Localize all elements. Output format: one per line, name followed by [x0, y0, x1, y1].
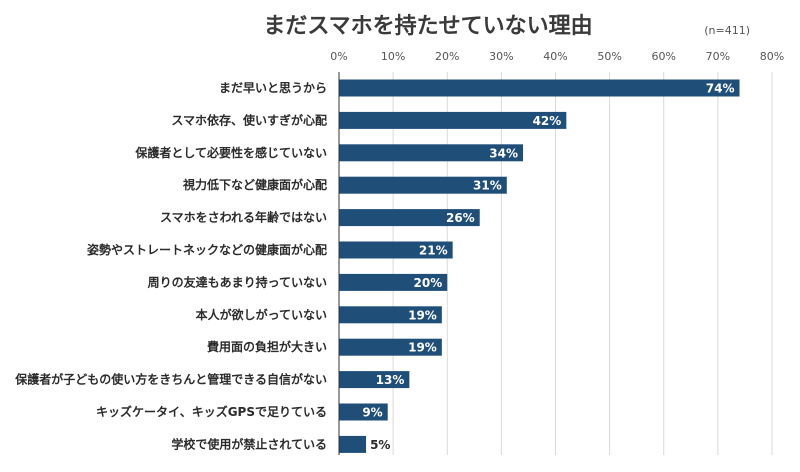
x-tick-label: 60%: [652, 50, 676, 63]
bar: [339, 111, 567, 129]
x-tick-label: 70%: [706, 50, 730, 63]
x-tick-label: 30%: [489, 50, 513, 63]
x-tick-label: 10%: [381, 50, 405, 63]
x-tick-label: 50%: [597, 50, 621, 63]
category-label: 保護者として必要性を感じていない: [134, 145, 327, 160]
bar: [339, 306, 442, 324]
value-label: 19%: [408, 341, 437, 355]
value-label: 19%: [408, 308, 437, 322]
bar: [339, 338, 442, 356]
bar: [339, 241, 453, 259]
bar: [339, 209, 480, 227]
category-label: 本人が欲しがっていない: [196, 307, 327, 322]
category-label: キッズケータイ、キッズGPSで足りている: [96, 404, 327, 419]
x-tick-label: 0%: [330, 50, 347, 63]
sample-size-note: (n=411): [704, 24, 750, 37]
bar: [339, 79, 740, 97]
category-label: 学校で使用が禁止されている: [171, 436, 327, 451]
category-label: 周りの友達もあまり持っていない: [148, 274, 327, 289]
value-label: 31%: [473, 179, 502, 193]
bar: [339, 403, 388, 421]
bar: [339, 371, 410, 389]
bar: [339, 435, 367, 453]
category-labels: まだ早いと思うからスマホ依存、使いすぎが心配保護者として必要性を感じていない視力…: [14, 81, 327, 451]
value-label: 34%: [489, 146, 518, 160]
bar: [339, 273, 448, 291]
bars: [339, 79, 740, 453]
bar: [339, 144, 524, 162]
category-label: スマホをさわれる年齢ではない: [160, 210, 327, 225]
category-label: まだ早いと思うから: [219, 81, 327, 95]
x-tick-label: 80%: [760, 50, 784, 63]
x-tick-label: 20%: [435, 50, 459, 63]
category-label: 視力低下など健康面が心配: [182, 177, 327, 192]
category-label: 姿勢やストレートネックなどの健康面が心配: [87, 242, 327, 257]
category-label: スマホ依存、使いすぎが心配: [171, 112, 327, 127]
value-labels: 74% 42% 34% 31% 26% 21% 20% 19% 19% 13% 9% 5%: [362, 82, 734, 452]
value-label: 9%: [362, 406, 382, 420]
value-label: 26%: [446, 211, 475, 225]
category-label: 費用面の負担が大きい: [207, 339, 327, 354]
x-axis-ticks: 0% 10% 20% 30% 40% 50% 60% 70% 80%: [330, 50, 784, 63]
value-label: 42%: [533, 114, 562, 128]
value-label: 13%: [376, 373, 405, 387]
bar: [339, 176, 507, 194]
gridlines: [392, 72, 773, 455]
x-tick-label: 40%: [543, 50, 567, 63]
value-label: 5%: [370, 438, 390, 452]
chart-title: まだスマホを持たせていない理由: [263, 14, 592, 39]
value-label: 20%: [414, 276, 443, 290]
value-label: 21%: [419, 244, 448, 258]
category-label: 保護者が子どもの使い方をきちんと管理できる自信がない: [14, 372, 327, 387]
value-label: 74%: [706, 82, 735, 96]
